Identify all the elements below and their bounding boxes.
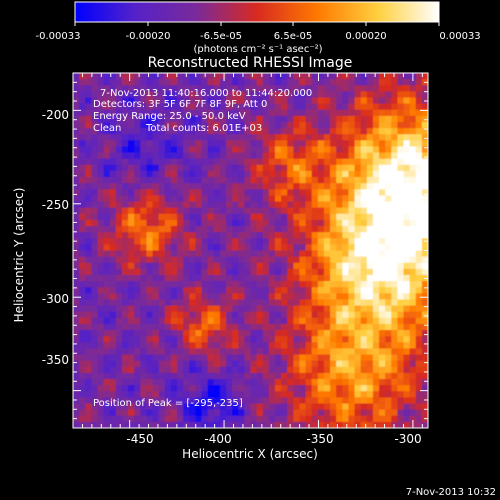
x-tick-label: -400 bbox=[204, 432, 231, 446]
colorbar-tick-label: -0.00020 bbox=[126, 31, 171, 42]
plot-title: Reconstructed RHESSI Image bbox=[148, 55, 353, 71]
solar-image bbox=[73, 73, 428, 428]
colorbar-units: (photons cm⁻² s⁻¹ asec⁻²) bbox=[193, 44, 322, 55]
y-tick-label: -200 bbox=[42, 108, 69, 122]
colorbar-tick-label: -6.5e-05 bbox=[200, 31, 242, 42]
y-axis-label: Heliocentric Y (arcsec) bbox=[12, 188, 26, 323]
info-total-counts: Total counts: 6.01E+03 bbox=[145, 123, 262, 134]
x-axis-label: Heliocentric X (arcsec) bbox=[182, 447, 318, 461]
info-time-range: 7-Nov-2013 11:40:16.000 to 11:44:20.000 bbox=[100, 88, 312, 99]
x-tick-label: -300 bbox=[394, 432, 421, 446]
y-tick-label: -350 bbox=[42, 353, 69, 367]
y-tick-label: -250 bbox=[42, 198, 69, 212]
peak-position-label: Position of Peak = [-295,-235] bbox=[93, 398, 243, 409]
info-algorithm: Clean bbox=[93, 123, 121, 134]
timestamp: 7-Nov-2013 10:32 bbox=[406, 487, 496, 498]
colorbar-tick-label: 0.00020 bbox=[345, 31, 386, 42]
colorbar-tick-label: 0.00033 bbox=[439, 31, 480, 42]
colorbar-ticks bbox=[74, 22, 440, 26]
x-tick-label: -350 bbox=[306, 432, 333, 446]
info-energy-range: Energy Range: 25.0 - 50.0 keV bbox=[93, 111, 246, 122]
y-tick-label: -300 bbox=[42, 292, 69, 306]
colorbar bbox=[74, 1, 440, 23]
colorbar-tick-label: -0.00033 bbox=[36, 31, 81, 42]
x-tick-label: -450 bbox=[126, 432, 153, 446]
axis-ticks bbox=[73, 72, 428, 428]
info-detectors: Detectors: 3F 5F 6F 7F 8F 9F, Att 0 bbox=[93, 99, 267, 110]
colorbar-tick-label: 6.5e-05 bbox=[274, 31, 312, 42]
